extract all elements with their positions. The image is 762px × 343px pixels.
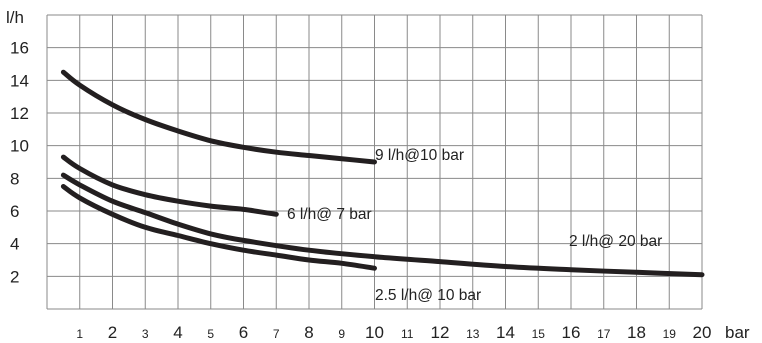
y-axis-tick-labels: 2 4 6 8 10 12 14 16: [10, 39, 29, 287]
x-tick-label: 10: [365, 323, 384, 342]
x-axis-unit: bar: [725, 323, 750, 342]
x-tick-label: 20: [693, 323, 712, 342]
series-curves: [60, 69, 705, 278]
x-tick-label: 16: [562, 323, 581, 342]
x-tick-label: 9: [338, 327, 345, 341]
x-tick-label: 14: [496, 323, 515, 342]
y-tick-label: 4: [10, 235, 19, 254]
x-tick-label: 11: [401, 327, 414, 341]
series-line-1: [60, 69, 377, 165]
x-tick-label: 8: [304, 323, 313, 342]
y-tick-label: 16: [10, 39, 29, 58]
grid: [46, 14, 703, 310]
x-tick-label: 3: [142, 327, 149, 341]
x-tick-label: 15: [532, 327, 546, 341]
x-tick-label: 13: [466, 327, 480, 341]
x-tick-label: 6: [239, 323, 248, 342]
x-tick-label: 1: [76, 327, 83, 341]
y-tick-label: 6: [10, 202, 19, 221]
x-tick-label: 5: [207, 327, 214, 341]
y-tick-label: 8: [10, 169, 19, 188]
x-tick-label: 18: [627, 323, 646, 342]
series-line-4: [60, 184, 377, 271]
series-label-2lh: 2 l/h@ 20 bar: [569, 233, 662, 250]
series-line-2: [60, 154, 279, 217]
x-tick-label: 2: [108, 323, 117, 342]
x-tick-label: 19: [663, 327, 677, 341]
x-axis-tick-labels: 1 2 3 4 5 6 7 8 9 10 11 12 13 14 15 16 17 18 19 20: [76, 323, 711, 342]
series-label-6lh: 6 l/h@ 7 bar: [287, 206, 372, 223]
series-label-2-5lh: 2.5 l/h@ 10 bar: [375, 287, 481, 304]
x-tick-label: 17: [597, 327, 611, 341]
y-tick-label: 2: [10, 267, 19, 286]
series-label-9lh: 9 l/h@10 bar: [375, 147, 464, 164]
x-tick-label: 7: [273, 327, 280, 341]
y-tick-label: 14: [10, 71, 29, 90]
y-tick-label: 10: [10, 137, 29, 156]
x-tick-label: 12: [431, 323, 450, 342]
x-tick-label: 4: [173, 323, 182, 342]
series-line-3: [60, 172, 705, 278]
y-axis-unit: l/h: [6, 8, 24, 27]
y-tick-label: 12: [10, 104, 29, 123]
